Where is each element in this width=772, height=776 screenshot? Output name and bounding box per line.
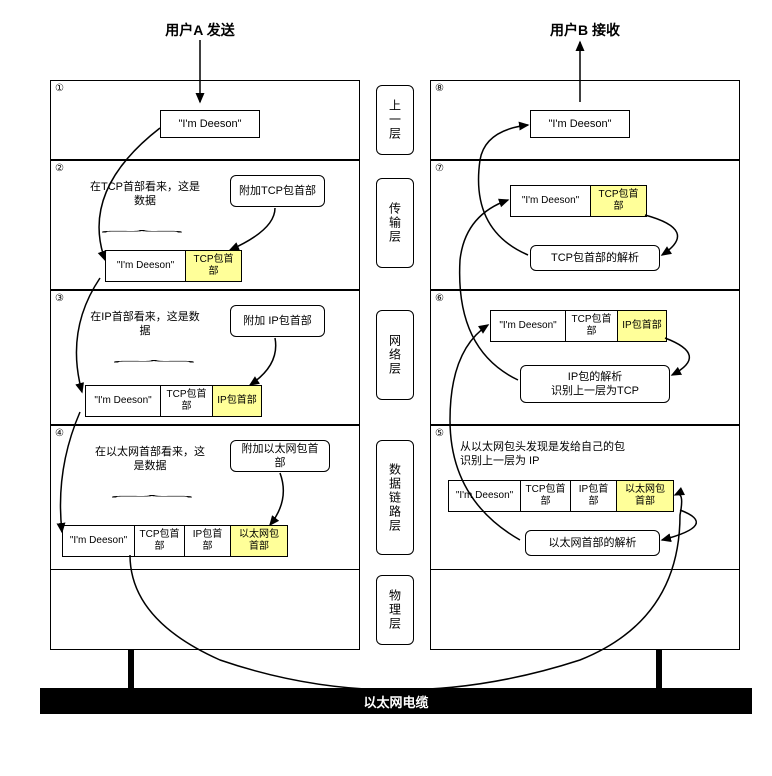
layer-datalink: 数据链路层 — [376, 440, 414, 555]
step-4-eth: 以太网包首部 — [231, 526, 287, 556]
step-7-num: ⑦ — [435, 163, 444, 174]
step-5-payload: "I'm Deeson" — [449, 481, 521, 511]
layer-transport: 传输层 — [376, 178, 414, 268]
right-rod — [656, 650, 662, 690]
step-5-num: ⑤ — [435, 428, 444, 439]
step-5-recv: 从以太网包头发现是发给自己的包 识别上一层为 IP — [460, 440, 690, 469]
layer-upper: 上一层 — [376, 85, 414, 155]
step-4-data-note: 在以太网首部看来，这是数据 — [90, 445, 210, 474]
layer-physical: 物理层 — [376, 575, 414, 645]
step-5-packet: "I'm Deeson" TCP包首部 IP包首部 以太网包首部 — [448, 480, 674, 512]
layer-network: 网络层 — [376, 310, 414, 400]
step-3-add-note: 附加 IP包首部 — [230, 305, 325, 337]
step-6-num: ⑥ — [435, 293, 444, 304]
step-2-data-note: 在TCP首部看来，这是数据 — [85, 180, 205, 209]
step-5-ip: IP包首部 — [571, 481, 617, 511]
step-2-num: ② — [55, 163, 64, 174]
step-5-eth: 以太网包首部 — [617, 481, 673, 511]
step-6-ip: IP包首部 — [618, 311, 666, 341]
receiver-title: 用户B 接收 — [525, 20, 645, 40]
step-2-payload: "I'm Deeson" — [106, 251, 186, 281]
step-3-ip: IP包首部 — [213, 386, 261, 416]
step-3-num: ③ — [55, 293, 64, 304]
step-4-ip: IP包首部 — [185, 526, 231, 556]
left-rod — [128, 650, 134, 690]
step-2-add-note: 附加TCP包首部 — [230, 175, 325, 207]
step-1-msg: "I'm Deeson" — [160, 110, 260, 138]
step-4-packet: "I'm Deeson" TCP包首部 IP包首部 以太网包首部 — [62, 525, 288, 557]
step-1-num: ① — [55, 83, 64, 94]
step-8-msg: "I'm Deeson" — [530, 110, 630, 138]
ethernet-cable: 以太网电缆 — [40, 688, 752, 714]
step-3-brace: ︷ — [112, 355, 196, 363]
step-3-payload: "I'm Deeson" — [86, 386, 161, 416]
step-4-tcp: TCP包首部 — [135, 526, 185, 556]
step-7-payload: "I'm Deeson" — [511, 186, 591, 216]
step-7-parse: TCP包首部的解析 — [530, 245, 660, 271]
step-3-data-note: 在IP首部看来，这是数据 — [85, 310, 205, 339]
step-6-tcp: TCP包首部 — [566, 311, 618, 341]
step-8-num: ⑧ — [435, 83, 444, 94]
step-7-packet: "I'm Deeson" TCP包首部 — [510, 185, 647, 217]
step-3-packet: "I'm Deeson" TCP包首部 IP包首部 — [85, 385, 262, 417]
step-7-tcp: TCP包首部 — [591, 186, 646, 216]
step-2-brace: ︷ — [100, 225, 184, 233]
step-5-parse: 以太网首部的解析 — [525, 530, 660, 556]
step-6-payload: "I'm Deeson" — [491, 311, 566, 341]
step-6-parse: IP包的解析 识别上一层为TCP — [520, 365, 670, 403]
step-5-tcp: TCP包首部 — [521, 481, 571, 511]
encapsulation-diagram: 用户A 发送 用户B 接收 上一层 传输层 网络层 数据链路层 物理层 ① "I… — [20, 20, 752, 736]
step-2-tcp: TCP包首部 — [186, 251, 241, 281]
step-3-tcp: TCP包首部 — [161, 386, 213, 416]
step-4-payload: "I'm Deeson" — [63, 526, 135, 556]
step-4-add-note: 附加以太网包首部 — [230, 440, 330, 472]
step-2-packet: "I'm Deeson" TCP包首部 — [105, 250, 242, 282]
step-4-brace: ︷ — [110, 490, 194, 498]
step-4-num: ④ — [55, 428, 64, 439]
sender-title: 用户A 发送 — [140, 20, 260, 40]
step-6-packet: "I'm Deeson" TCP包首部 IP包首部 — [490, 310, 667, 342]
